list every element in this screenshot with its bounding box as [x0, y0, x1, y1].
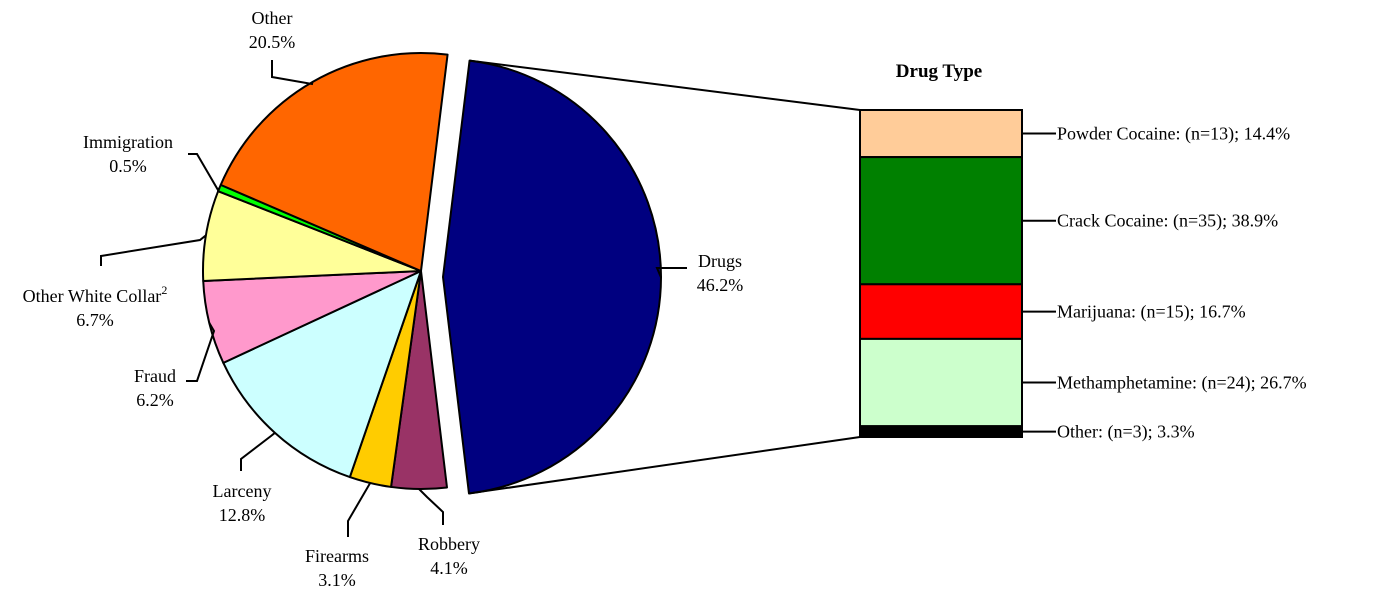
footnote-marker: 2 — [161, 283, 167, 297]
slice-pct-robbery: 4.1% — [430, 558, 468, 578]
drug-type-bar: Drug Type Powder Cocaine: (n=13); 14.4% C… — [859, 61, 1307, 443]
slice-label-immigration: Immigration — [83, 132, 173, 152]
drug-type-title: Drug Type — [896, 61, 982, 82]
bar-label-crack-cocaine: Crack Cocaine: (n=35); 38.9% — [1057, 211, 1278, 232]
slice-label-other: Other — [252, 8, 293, 28]
leader-line-firearms — [347, 482, 372, 537]
slice-label-fraud: Fraud — [134, 366, 176, 386]
leader-line-other — [271, 60, 314, 86]
slice-pct-larceny: 12.8% — [219, 505, 266, 525]
bar-label-marijuana: Marijuana: (n=15); 16.7% — [1057, 302, 1246, 323]
leader-line-fraud — [186, 322, 216, 382]
connector-top — [469, 59, 861, 111]
breakout-connectors — [468, 59, 861, 495]
bar-segment-other — [859, 425, 1023, 439]
slice-pct-immigration: 0.5% — [109, 156, 147, 176]
slice-label-larceny: Larceny — [213, 481, 272, 501]
pie-slice-drugs — [442, 59, 663, 495]
slice-label-firearms: Firearms — [305, 546, 369, 566]
bar-segment-marijuana — [859, 283, 1023, 340]
bar-label-other: Other: (n=3); 3.3% — [1057, 422, 1195, 443]
bar-label-powder-cocaine: Powder Cocaine: (n=13); 14.4% — [1057, 124, 1290, 145]
bar-label-methamphetamine: Methamphetamine: (n=24); 26.7% — [1057, 373, 1307, 394]
slice-pct-firearms: 3.1% — [318, 570, 356, 590]
slice-label-drugs: Drugs — [698, 251, 742, 271]
connector-bottom — [468, 436, 861, 495]
leader-line-other-white-collar — [100, 234, 207, 266]
bar-segment-crack-cocaine — [859, 156, 1023, 286]
leader-line-drugs — [655, 267, 687, 278]
offense-pie: Drugs 46.2% Robbery 4.1% Firearms 3.1% Larceny… — [23, 8, 744, 590]
slice-label-robbery: Robbery — [418, 534, 480, 554]
pie-slice-larceny — [222, 270, 422, 479]
slice-pct-other-white-collar: 6.7% — [76, 310, 114, 330]
slice-pct-drugs: 46.2% — [697, 275, 744, 295]
slice-label-other-white-collar: Other White Collar2 — [23, 283, 168, 306]
bar-segment-methamphetamine — [859, 337, 1023, 428]
leader-line-larceny — [240, 432, 276, 471]
bar-segment-powder-cocaine — [859, 109, 1023, 159]
leader-line-robbery — [418, 488, 444, 525]
leader-line-immigration — [188, 153, 221, 192]
slice-pct-other: 20.5% — [249, 32, 296, 52]
slice-pct-fraud: 6.2% — [136, 390, 174, 410]
